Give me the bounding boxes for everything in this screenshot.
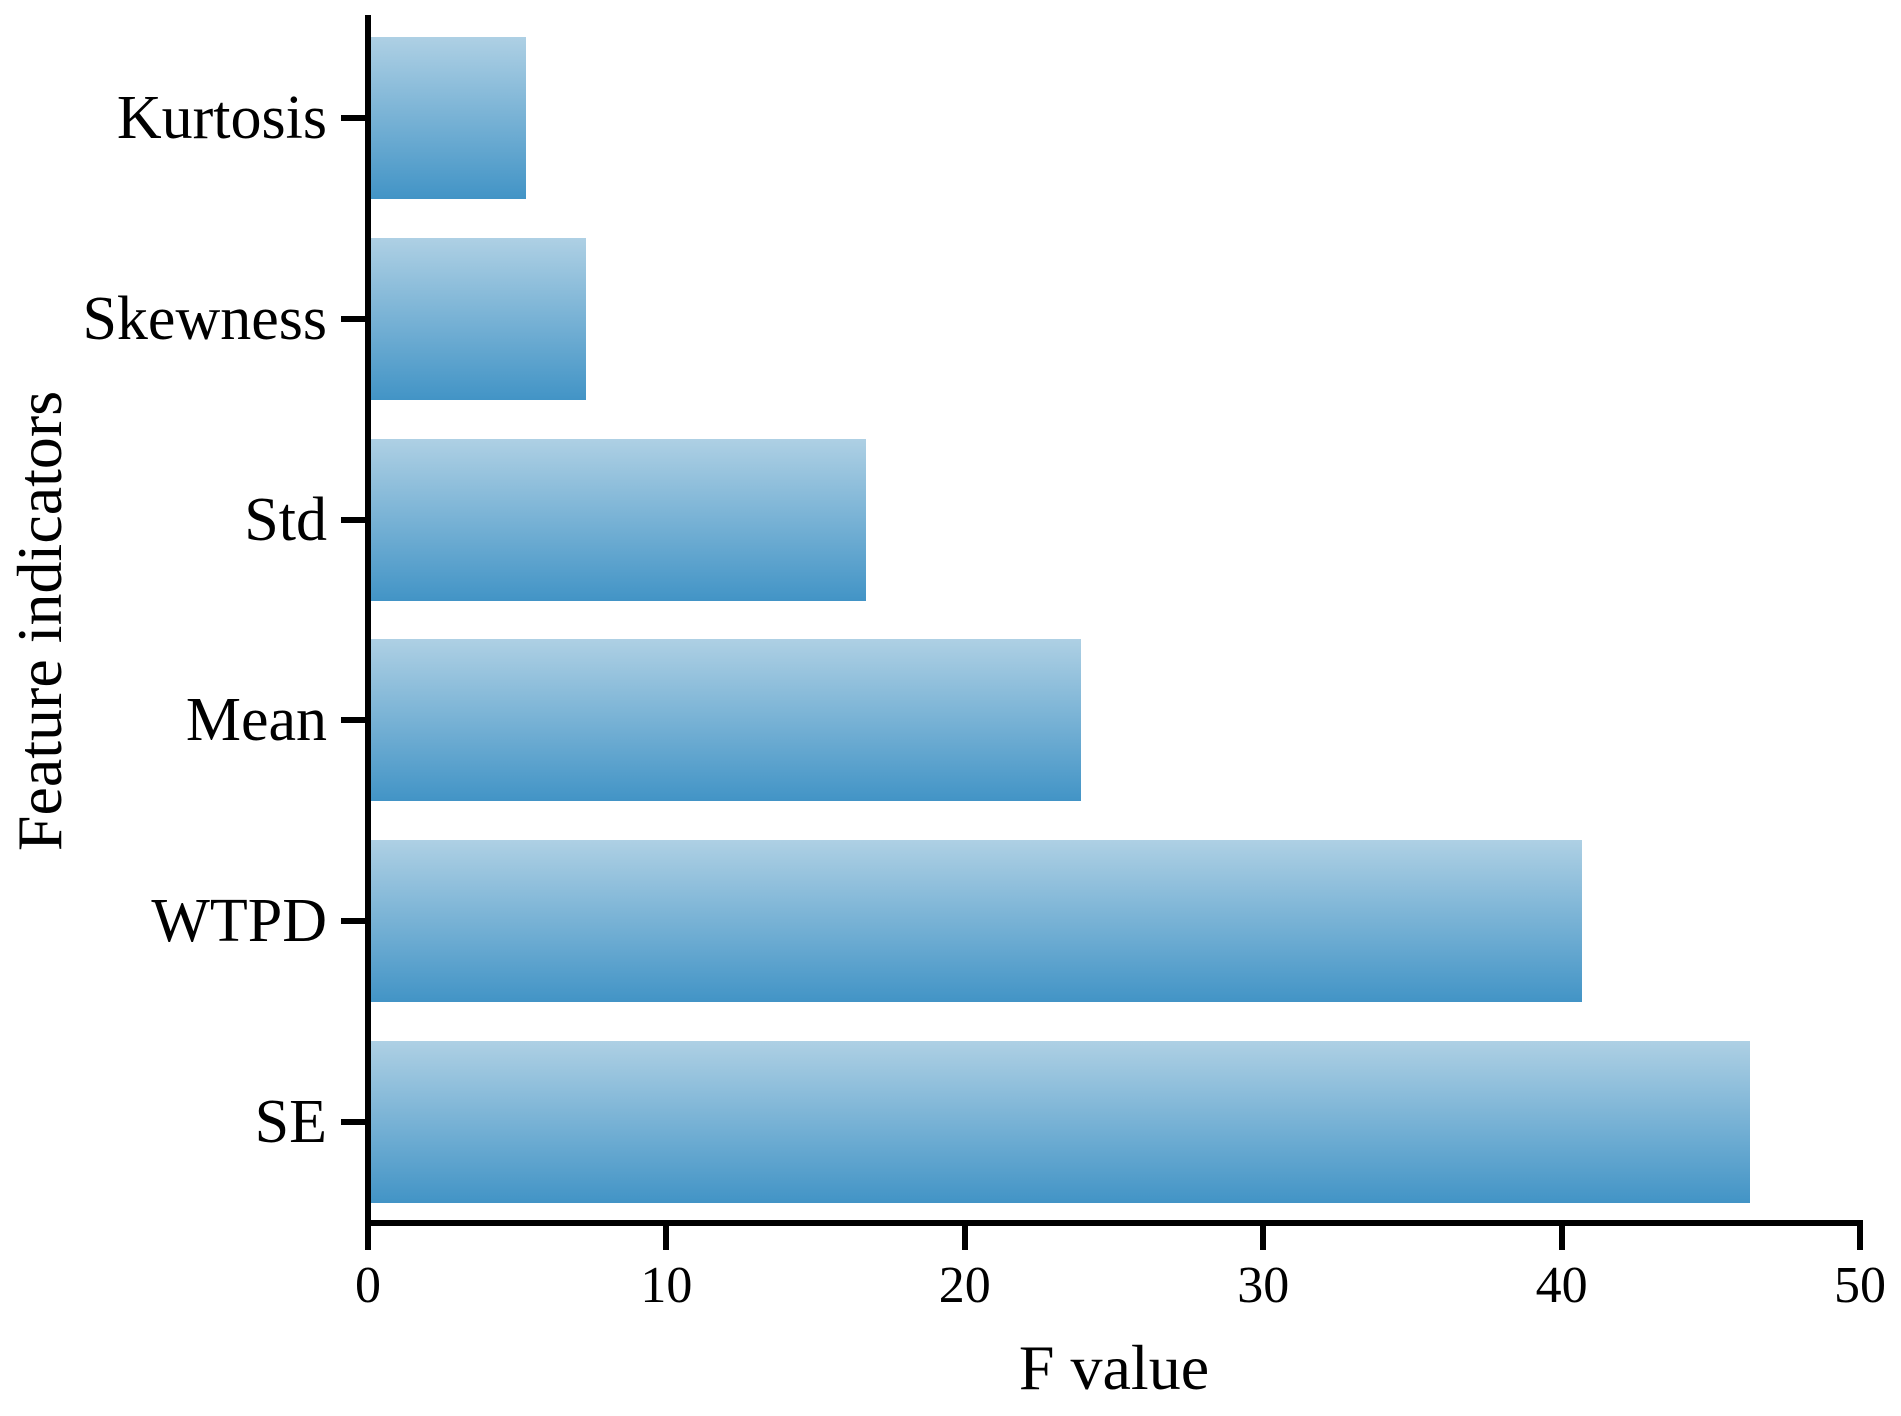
x-tick-label: 50 xyxy=(1834,1257,1886,1314)
y-category-label: WTPD xyxy=(151,887,327,956)
y-tick xyxy=(341,1119,365,1125)
y-category-label: Skewness xyxy=(82,284,327,353)
y-tick xyxy=(341,516,365,523)
x-tick-label: 40 xyxy=(1535,1257,1588,1314)
x-tick xyxy=(1558,1223,1565,1250)
y-category-label: SE xyxy=(254,1088,327,1156)
y-category-label: Mean xyxy=(185,686,327,755)
x-tick-label: 0 xyxy=(355,1257,381,1314)
y-axis-title: Feature indicators xyxy=(4,390,75,852)
x-tick-label: 20 xyxy=(938,1257,991,1314)
y-tick xyxy=(341,315,365,322)
bar-mean xyxy=(368,639,1082,802)
bar-se xyxy=(368,1041,1750,1203)
x-axis-title: F value xyxy=(1018,1332,1210,1403)
bar-skewness xyxy=(368,237,586,400)
x-axis-line xyxy=(365,1220,1863,1226)
x-tick xyxy=(1260,1223,1267,1250)
y-tick xyxy=(341,918,365,925)
y-axis-line xyxy=(365,15,371,1246)
x-tick-label: 30 xyxy=(1237,1257,1290,1314)
x-tick-label: 10 xyxy=(640,1257,693,1314)
y-tick xyxy=(341,115,365,121)
x-tick xyxy=(663,1223,670,1250)
x-tick xyxy=(961,1223,968,1250)
y-tick xyxy=(341,717,365,724)
bar-kurtosis xyxy=(368,37,527,199)
y-category-label: Std xyxy=(244,485,327,554)
bar-wtpd xyxy=(368,840,1583,1003)
y-category-label: Kurtosis xyxy=(116,84,327,152)
x-tick xyxy=(1857,1223,1863,1250)
bar-std xyxy=(368,438,867,601)
